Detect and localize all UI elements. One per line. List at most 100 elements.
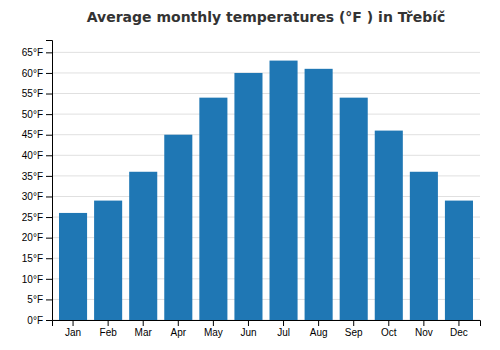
y-tick: 20°F — [22, 232, 52, 243]
y-tick-label: 0°F — [27, 315, 43, 326]
bar — [305, 69, 333, 320]
y-tick-mark — [46, 135, 52, 136]
x-tick: Mar — [135, 320, 153, 338]
x-tick: Dec — [450, 320, 468, 338]
y-tick-mark — [46, 196, 52, 197]
x-tick-label: Sep — [345, 327, 363, 338]
bar — [129, 172, 157, 320]
x-tick: Nov — [415, 320, 433, 338]
y-tick: 65°F — [22, 47, 52, 58]
y-tick-label: 5°F — [27, 294, 43, 305]
y-tick: 15°F — [22, 253, 52, 264]
x-tick-mark — [388, 320, 389, 326]
x-tick-mark — [213, 320, 214, 326]
x-tick-mark — [143, 320, 144, 326]
x-tick-label: Apr — [171, 327, 187, 338]
chart-container: 0°F 5°F 10°F 15°F 20°F 25°F 30°F 35°F 40°F 45°F 50… — [0, 0, 500, 350]
x-tick-label: Dec — [450, 327, 468, 338]
bar — [164, 135, 192, 320]
x-tick-label: Oct — [381, 327, 397, 338]
y-tick-label: 25°F — [22, 212, 43, 223]
y-tick-mark — [46, 279, 52, 280]
y-tick-mark — [46, 258, 52, 259]
x-axis: Jan Feb Mar Apr May Jun Jul Aug Sep Oct Nov Dec — [53, 320, 481, 338]
y-tick-mark — [46, 155, 52, 156]
y-tick-mark — [46, 94, 52, 95]
y-tick: 55°F — [22, 88, 52, 99]
y-tick: 25°F — [22, 212, 52, 223]
x-tick-mark — [178, 320, 179, 326]
x-tick-mark — [423, 320, 424, 326]
y-tick-mark — [46, 299, 52, 300]
y-tick: 5°F — [27, 294, 52, 305]
x-tick-mark — [353, 320, 354, 326]
x-tick: Oct — [381, 320, 397, 338]
title: Average monthly temperatures (°F ) in Tř… — [87, 9, 446, 25]
grid-line — [52, 114, 480, 115]
y-tick-label: 55°F — [22, 88, 43, 99]
x-tick-mark — [248, 320, 249, 326]
x-tick-label: Jan — [65, 327, 81, 338]
y-tick: 35°F — [22, 171, 52, 182]
bar — [270, 61, 298, 320]
x-tick: May — [204, 320, 223, 338]
y-tick: 30°F — [22, 191, 52, 202]
bar — [199, 98, 227, 320]
grid-line — [52, 72, 480, 73]
y-tick-label: 20°F — [22, 232, 43, 243]
grid-line — [52, 155, 480, 156]
grid-line — [52, 134, 480, 135]
y-tick-label: 10°F — [22, 274, 43, 285]
y-tick-label: 40°F — [22, 150, 43, 161]
plot-area — [59, 61, 473, 320]
y-tick-mark — [46, 52, 52, 53]
y-tick: 10°F — [22, 274, 52, 285]
bar — [234, 73, 262, 320]
bar — [94, 201, 122, 320]
y-tick-label: 65°F — [22, 47, 43, 58]
x-tick: Sep — [345, 320, 363, 338]
x-tick: Jun — [240, 320, 256, 338]
x-tick-mark — [458, 320, 459, 326]
bar — [445, 201, 473, 320]
y-tick-mark — [46, 320, 52, 321]
y-tick-mark — [46, 73, 52, 74]
x-tick: Aug — [310, 320, 328, 338]
grid — [52, 52, 480, 320]
y-tick: 50°F — [22, 109, 52, 120]
x-tick: Apr — [171, 320, 187, 338]
grid-line — [52, 93, 480, 94]
x-tick-label: Nov — [415, 327, 433, 338]
y-tick-label: 30°F — [22, 191, 43, 202]
bar — [410, 172, 438, 320]
grid-line — [52, 52, 480, 53]
y-tick-mark — [46, 114, 52, 115]
y-axis: 0°F 5°F 10°F 15°F 20°F 25°F 30°F 35°F 40°F 45°F 50… — [22, 41, 53, 326]
y-tick-label: 50°F — [22, 109, 43, 120]
y-tick-mark — [46, 176, 52, 177]
y-tick-label: 15°F — [22, 253, 43, 264]
x-tick-label: Feb — [100, 327, 118, 338]
x-tick: Jan — [65, 320, 81, 338]
y-tick-label: 60°F — [22, 68, 43, 79]
y-tick: 40°F — [22, 150, 52, 161]
y-tick-label: 45°F — [22, 129, 43, 140]
x-tick-label: Jun — [240, 327, 256, 338]
x-tick: Feb — [100, 320, 118, 338]
x-tick-mark — [73, 320, 74, 326]
y-tick: 45°F — [22, 129, 52, 140]
x-tick-label: Aug — [310, 327, 328, 338]
y-tick: 60°F — [22, 68, 52, 79]
x-axis-line — [53, 321, 481, 327]
x-tick-mark — [108, 320, 109, 326]
bar — [340, 98, 368, 320]
y-axis-line — [46, 41, 53, 321]
bar — [375, 131, 403, 320]
y-tick-label: 35°F — [22, 171, 43, 182]
y-tick: 0°F — [27, 315, 52, 326]
chart-svg: 0°F 5°F 10°F 15°F 20°F 25°F 30°F 35°F 40°F 45°F 50… — [0, 0, 500, 350]
x-tick-mark — [318, 320, 319, 326]
x-tick: Jul — [277, 320, 290, 338]
y-tick-mark — [46, 238, 52, 239]
bar — [59, 213, 87, 320]
